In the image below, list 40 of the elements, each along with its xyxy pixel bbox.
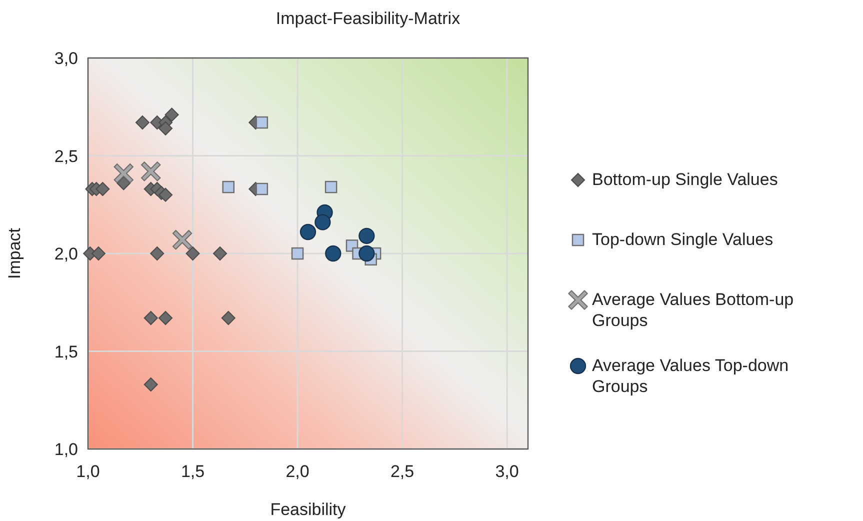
- point: [164, 108, 179, 122]
- legend-label: Top-down Single Values: [592, 230, 774, 249]
- legend-label: Average Values Top-down Groups: [592, 356, 789, 396]
- point: [144, 311, 158, 326]
- point: [186, 246, 200, 260]
- point: [150, 246, 164, 260]
- point: [256, 116, 268, 129]
- x-tick-label: 1,0: [76, 462, 100, 481]
- x-tick-label: 2,5: [390, 462, 414, 481]
- legend-label: Bottom-up Single Values: [592, 170, 778, 189]
- y-tick-label: 3,0: [54, 49, 78, 68]
- point: [158, 121, 173, 136]
- point: [96, 182, 110, 196]
- point: [158, 311, 173, 326]
- point: [91, 246, 106, 260]
- point: [325, 245, 342, 262]
- y-tick-label: 1,5: [54, 342, 78, 362]
- point: [144, 377, 158, 392]
- x-tick-label: 1,5: [180, 462, 205, 481]
- point: [135, 116, 150, 130]
- point: [222, 180, 235, 194]
- point: [358, 245, 375, 262]
- y-tick-label: 2,5: [54, 146, 78, 166]
- x-axis-title: Feasibility: [270, 500, 346, 519]
- point: [291, 247, 304, 260]
- point: [314, 214, 331, 230]
- x-tick-label: 2,0: [286, 462, 310, 481]
- point: [324, 180, 338, 194]
- point: [213, 246, 227, 260]
- point: [221, 311, 236, 326]
- y-tick-label: 2,0: [54, 244, 78, 264]
- chart-title: Impact-Feasibility-Matrix: [276, 9, 461, 28]
- point: [256, 182, 268, 196]
- legend-label: Average Values Bottom-up Groups: [592, 290, 794, 330]
- x-tick-label: 3,0: [495, 462, 519, 481]
- point: [300, 224, 316, 240]
- point: [358, 228, 375, 244]
- point: [158, 188, 173, 202]
- y-axis-title: Impact: [5, 228, 24, 280]
- y-tick-label: 1,0: [54, 440, 78, 459]
